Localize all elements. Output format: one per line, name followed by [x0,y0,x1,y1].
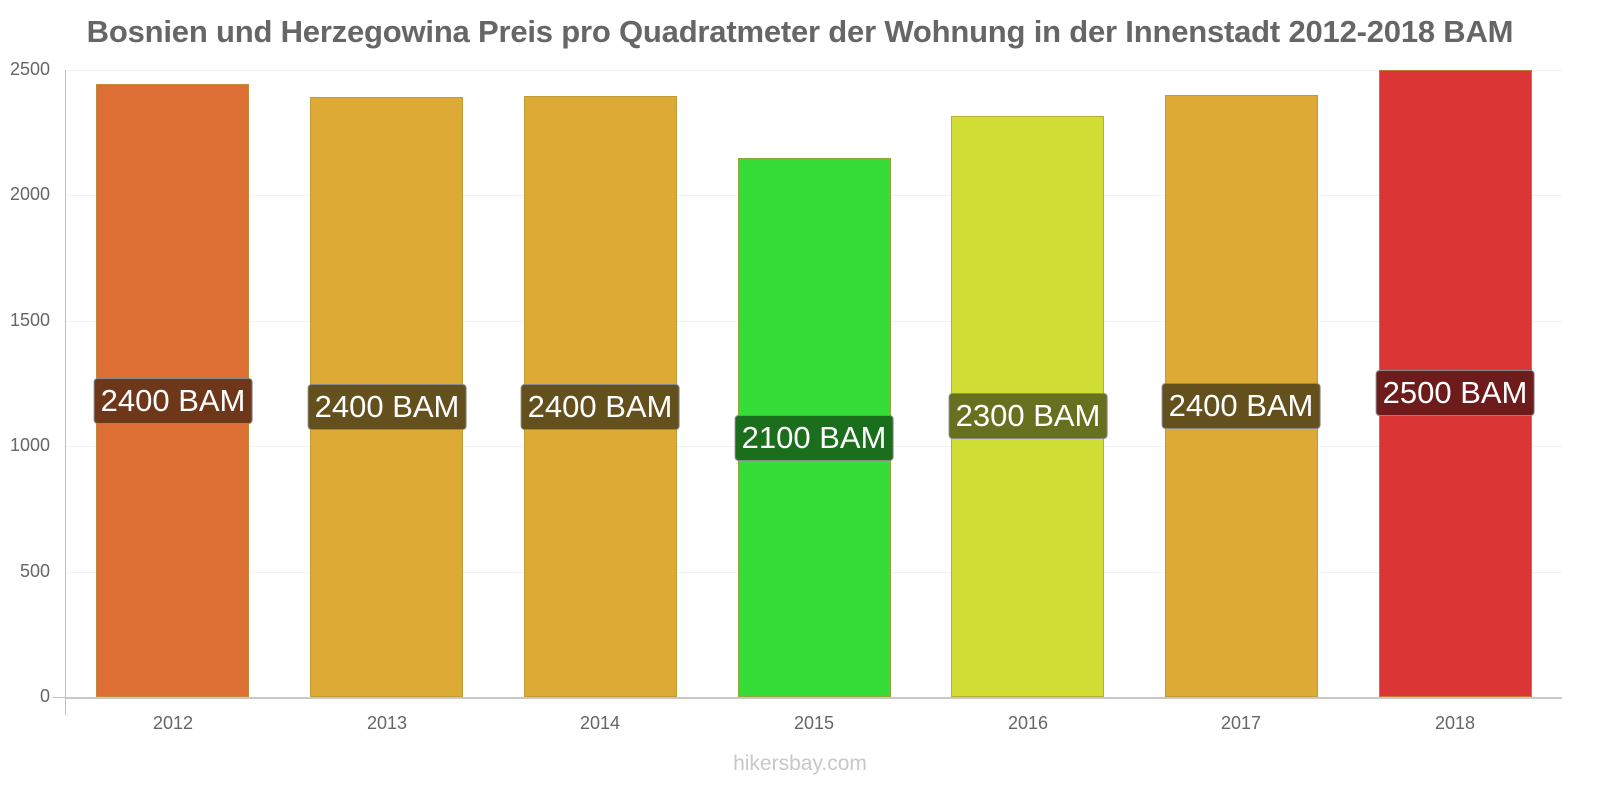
y-axis-line [65,70,66,715]
y-tick-label: 1000 [9,435,50,455]
bar-value-label: 2400 BAM [1161,383,1321,429]
y-tick-label: 500 [19,561,50,581]
bar-value-label: 2500 BAM [1375,370,1535,416]
x-tick-label: 2014 [579,713,621,733]
bar-value-label: 2300 BAM [948,393,1108,439]
bar-value-label: 2400 BAM [93,378,253,424]
watermark: hikersbay.com [733,752,867,775]
x-tick-label: 2013 [366,713,408,733]
y-tick-mark [53,697,65,698]
x-axis-line [66,697,1562,699]
x-tick-label: 2017 [1220,713,1262,733]
gridline [66,70,1562,71]
y-tick-label: 0 [39,686,50,706]
y-tick-label: 2000 [9,184,50,204]
x-tick-label: 2018 [1434,713,1476,733]
chart-title: Bosnien und Herzegowina Preis pro Quadra… [86,14,1514,49]
bar-value-label: 2400 BAM [520,384,680,430]
bar-value-label: 2100 BAM [734,415,894,461]
y-tick-label: 1500 [9,310,50,330]
x-tick-label: 2012 [152,713,194,733]
y-tick-label: 2500 [9,59,50,79]
x-tick-label: 2016 [1007,713,1049,733]
bar-value-label: 2400 BAM [307,384,467,430]
x-tick-label: 2015 [793,713,835,733]
